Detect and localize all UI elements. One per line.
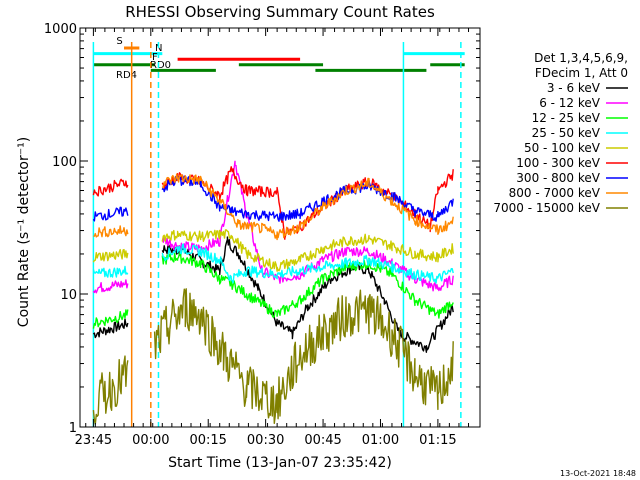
y-axis-label: Count Rate (s⁻¹ detector⁻¹): [16, 137, 32, 327]
legend-header-line-1: Det 1,3,4,5,6,9,: [534, 51, 628, 65]
series-layer: [92, 160, 454, 425]
series-line-25-50-kev: [92, 243, 454, 284]
x-tick-label: 01:15: [419, 433, 456, 448]
x-tick-label: 01:00: [362, 433, 399, 448]
y-tick-label: 1: [69, 421, 77, 436]
legend-entry-label: 12 - 25 keV: [532, 111, 601, 125]
y-tick-label: 100: [52, 155, 77, 170]
legend-entry-label: 800 - 7000 keV: [509, 186, 601, 200]
x-tick-label: 00:15: [189, 433, 226, 448]
y-tick-label: 10: [60, 288, 77, 303]
plot-frame: [79, 27, 481, 428]
flag-label: N: [155, 43, 162, 54]
flag-label: RD0: [150, 60, 171, 71]
flag-label: S: [116, 36, 122, 47]
series-line-12-25-kev: [92, 252, 454, 329]
vertical-markers: [92, 42, 462, 427]
series-line-6-12-kev: [92, 160, 454, 294]
legend-entry-label: 50 - 100 keV: [524, 141, 601, 155]
flag-label: RD4: [116, 70, 137, 81]
series-line-7000-15000-kev: [92, 288, 454, 425]
x-tick-label: 00:30: [247, 433, 284, 448]
chart-title: RHESSI Observing Summary Count Rates: [125, 3, 435, 21]
generation-timestamp: 13-Oct-2021 18:48: [560, 469, 636, 478]
x-tick-label: 23:45: [75, 433, 112, 448]
series-line-100-300-kev: [92, 166, 454, 240]
legend-entry-label: 300 - 800 keV: [516, 171, 600, 185]
legend-entry-label: 25 - 50 keV: [532, 126, 601, 140]
axis-ticks: 1 10 100 1000 23:45 00:00 00:15 00:30 00:45 01:00…: [44, 22, 480, 448]
legend-header-line-2: FDecim 1, Att 0: [535, 66, 628, 80]
legend-entry-label: 6 - 12 keV: [539, 96, 601, 110]
y-tick-label: 1000: [44, 22, 77, 37]
x-tick-label: 00:00: [132, 433, 169, 448]
legend-entry-label: 3 - 6 keV: [547, 81, 601, 95]
series-line-50-100-kev: [92, 229, 454, 272]
series-line-800-7000-kev: [93, 173, 454, 241]
x-tick-label: 00:45: [304, 433, 341, 448]
legend-entry-label: 7000 - 15000 keV: [493, 201, 600, 215]
x-axis-label: Start Time (13-Jan-07 23:35:42): [168, 455, 392, 471]
legend-entry-label: 100 - 300 keV: [516, 156, 600, 170]
legend: Det 1,3,4,5,6,9, FDecim 1, Att 0 3 - 6 k…: [493, 51, 628, 215]
flag-label: F: [152, 52, 158, 63]
